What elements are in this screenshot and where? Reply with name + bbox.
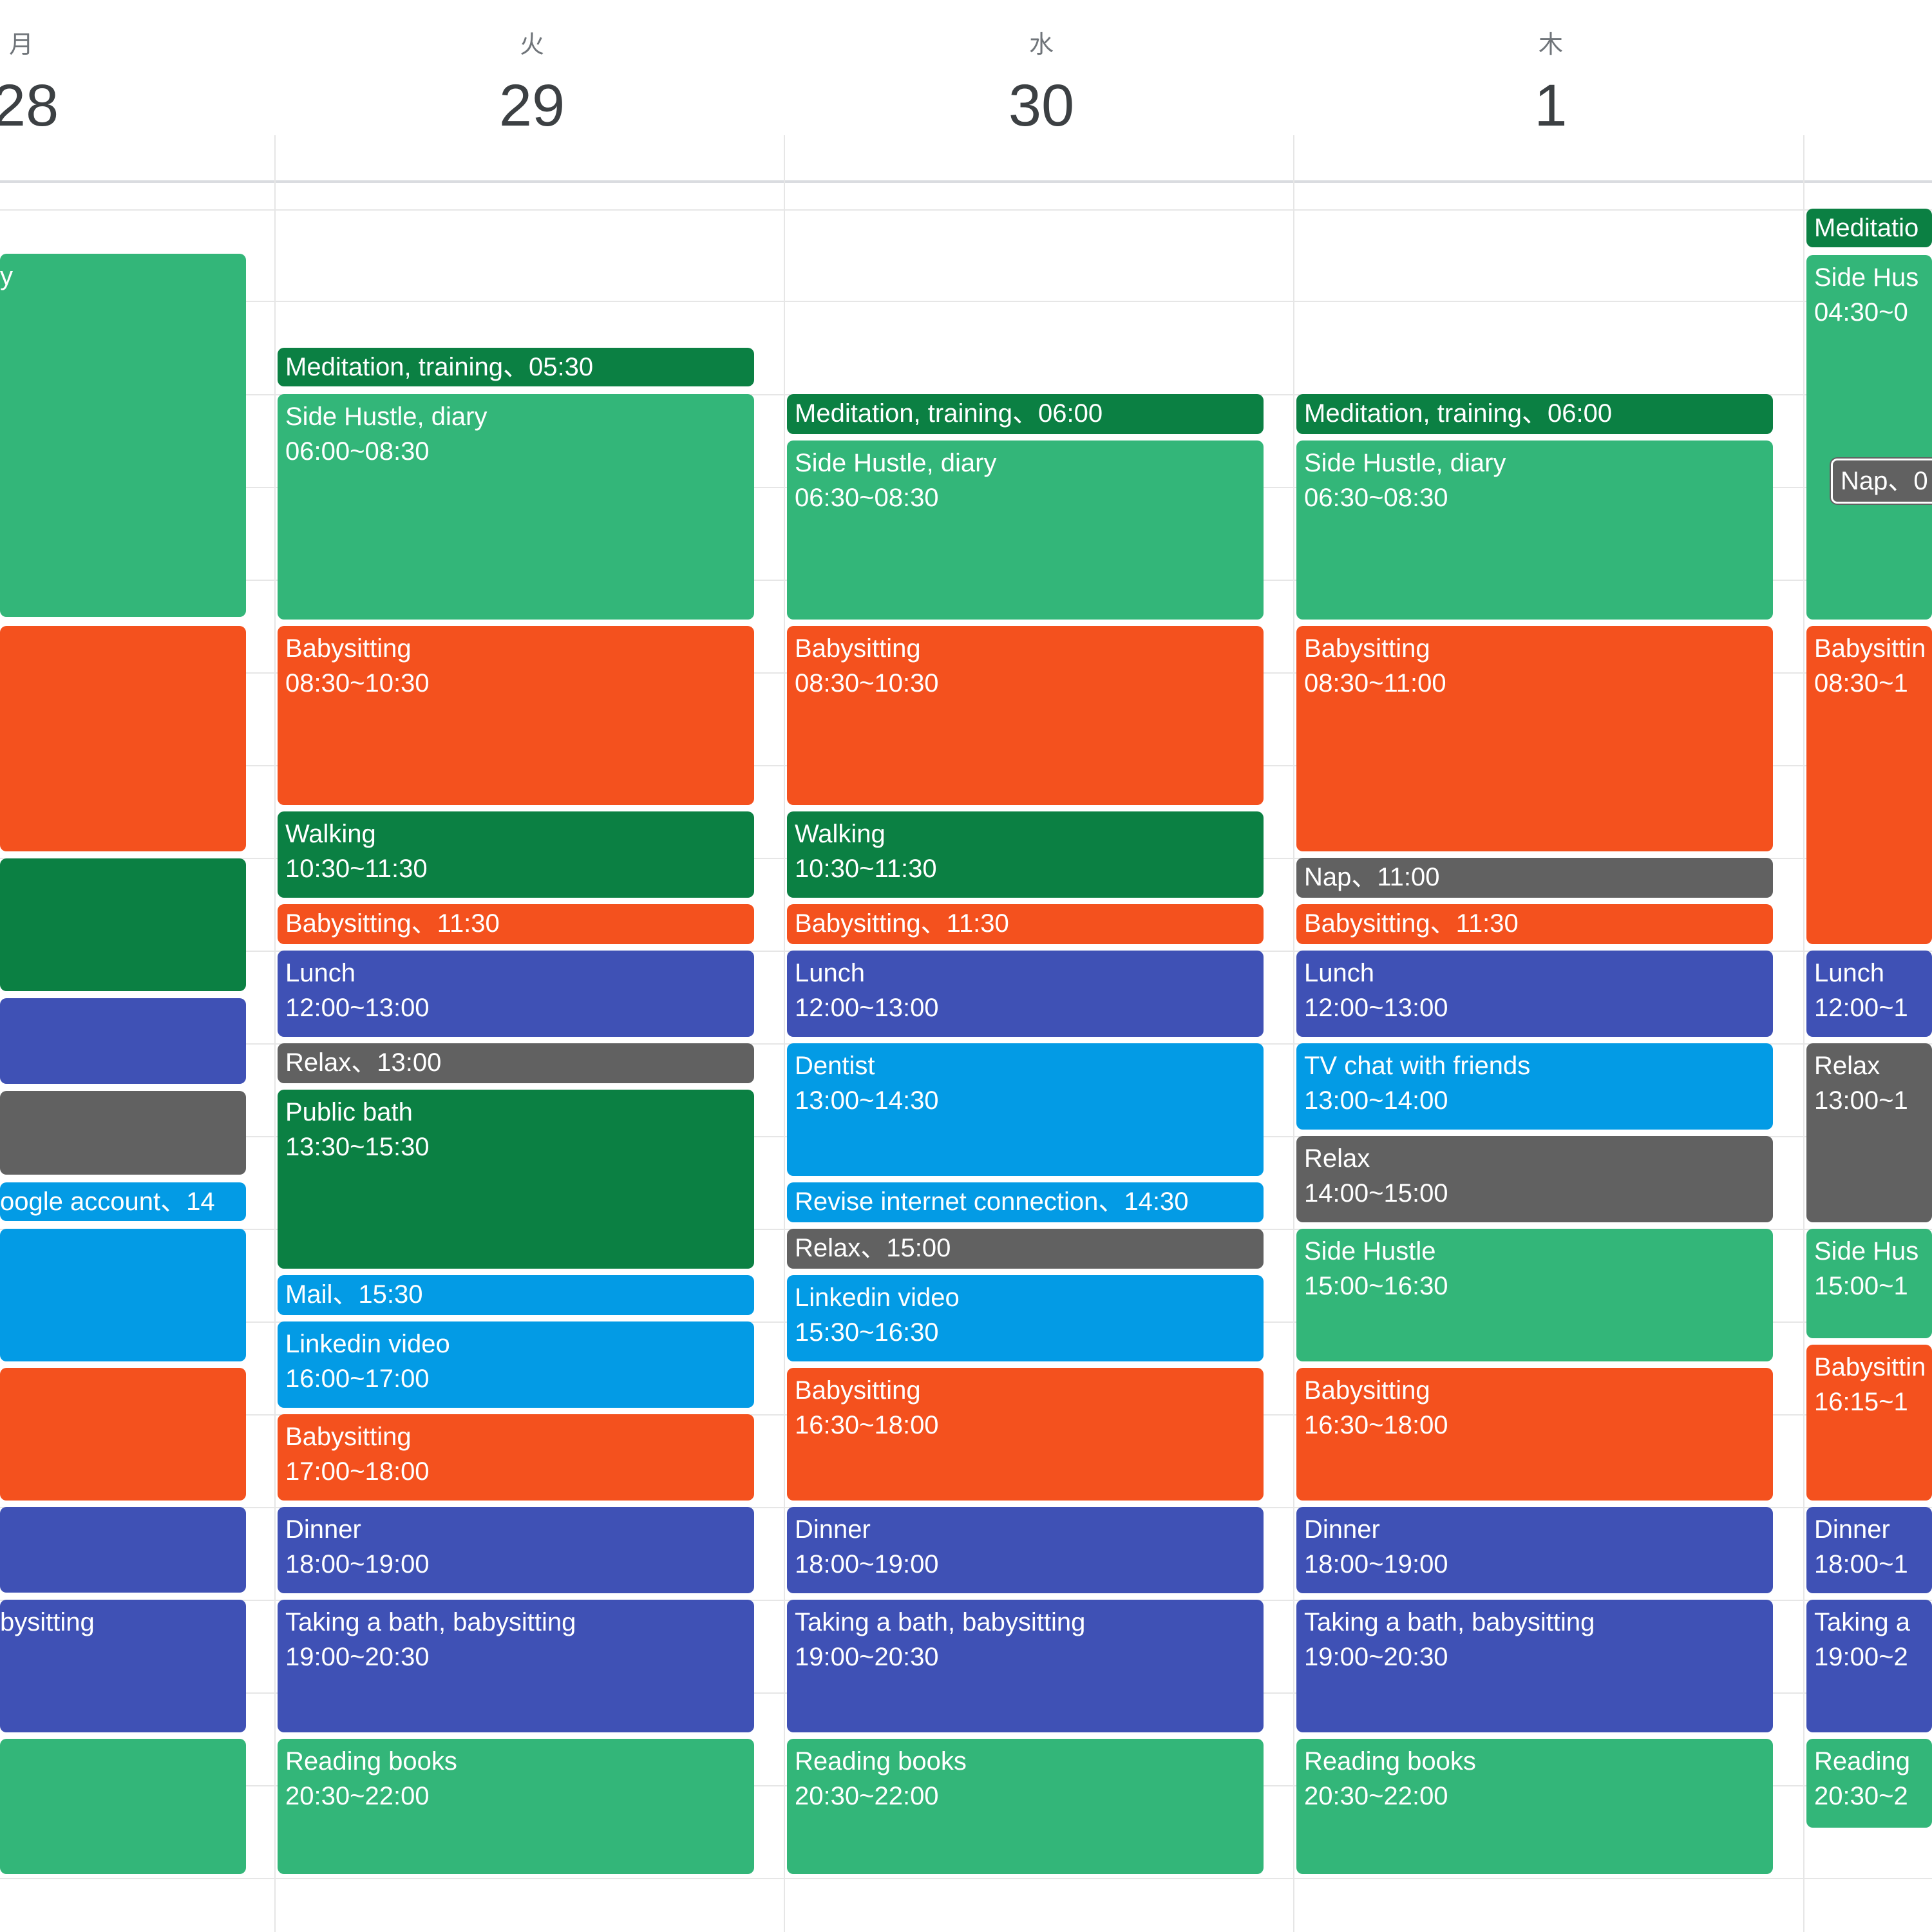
- calendar-event[interactable]: bysitting: [0, 1600, 246, 1732]
- calendar-event[interactable]: Babysitting、11:30: [278, 904, 754, 944]
- calendar-event[interactable]: Babysitting 16:30~18:00: [1296, 1368, 1773, 1501]
- calendar-event[interactable]: Taking a bath, babysitting 19:00~20:30: [787, 1600, 1264, 1732]
- calendar-event[interactable]: Nap、0: [1831, 459, 1932, 504]
- calendar-event[interactable]: Meditation, training、06:00: [1296, 394, 1773, 434]
- calendar-event[interactable]: Reading books 20:30~22:00: [787, 1739, 1264, 1874]
- calendar-event[interactable]: Relax、13:00: [278, 1043, 754, 1083]
- calendar-event[interactable]: Side Hustle, diary 06:30~08:30: [787, 440, 1264, 620]
- calendar-event[interactable]: [0, 1507, 246, 1593]
- calendar-event[interactable]: Lunch 12:00~13:00: [278, 951, 754, 1037]
- day-divider: [784, 135, 785, 1932]
- calendar-event[interactable]: Relax、15:00: [787, 1229, 1264, 1269]
- calendar-event[interactable]: oogle account、14: [0, 1182, 246, 1221]
- day-of-week-label: 水: [1028, 32, 1054, 59]
- calendar-event[interactable]: Side Hustle 15:00~16:30: [1296, 1229, 1773, 1361]
- calendar-event[interactable]: Side Hustle, diary 06:30~08:30: [1296, 440, 1773, 620]
- calendar-event[interactable]: Taking a bath, babysitting 19:00~20:30: [278, 1600, 754, 1732]
- calendar-event[interactable]: Reading 20:30~2: [1806, 1739, 1932, 1828]
- calendar-event[interactable]: y: [0, 254, 246, 617]
- calendar-event[interactable]: Lunch 12:00~13:00: [1296, 951, 1773, 1037]
- calendar-event[interactable]: Side Hus 15:00~1: [1806, 1229, 1932, 1338]
- calendar-event[interactable]: Taking a 19:00~2: [1806, 1600, 1932, 1732]
- date-number-button[interactable]: 1: [1534, 73, 1567, 138]
- hour-gridline: [0, 1878, 1932, 1879]
- calendar-event[interactable]: Babysitting 08:30~10:30: [787, 626, 1264, 805]
- calendar-event[interactable]: Public bath 13:30~15:30: [278, 1090, 754, 1269]
- week-header: 月 28 火 29 水 30 木 1: [0, 0, 1932, 138]
- calendar-event[interactable]: Walking 10:30~11:30: [278, 811, 754, 898]
- date-number-button[interactable]: 28: [0, 73, 59, 138]
- calendar-event[interactable]: Babysitting、11:30: [1296, 904, 1773, 944]
- calendar-event[interactable]: Meditation, training、05:30: [278, 348, 754, 386]
- header-divider: [0, 180, 1932, 183]
- calendar-event[interactable]: Linkedin video 15:30~16:30: [787, 1275, 1264, 1361]
- day-of-week-label: 木: [1538, 32, 1564, 59]
- calendar-event[interactable]: Meditatio: [1806, 209, 1932, 247]
- calendar-event[interactable]: Taking a bath, babysitting 19:00~20:30: [1296, 1600, 1773, 1732]
- day-of-week-label: 月: [8, 32, 34, 59]
- calendar-event[interactable]: Reading books 20:30~22:00: [1296, 1739, 1773, 1874]
- calendar-event[interactable]: [0, 998, 246, 1084]
- calendar-event[interactable]: [0, 1368, 246, 1501]
- calendar-event[interactable]: [0, 1739, 246, 1874]
- day-of-week-label: 火: [519, 32, 545, 59]
- calendar-event[interactable]: [0, 626, 246, 851]
- calendar-event[interactable]: Dinner 18:00~19:00: [278, 1507, 754, 1593]
- calendar-event[interactable]: Side Hus 04:30~0: [1806, 255, 1932, 620]
- calendar-event[interactable]: Dentist 13:00~14:30: [787, 1043, 1264, 1176]
- calendar-event[interactable]: Babysitting 16:30~18:00: [787, 1368, 1264, 1501]
- calendar-event[interactable]: Relax 13:00~1: [1806, 1043, 1932, 1222]
- calendar-event[interactable]: Dinner 18:00~1: [1806, 1507, 1932, 1593]
- calendar-event[interactable]: Babysittin 08:30~1: [1806, 626, 1932, 944]
- calendar-event[interactable]: Walking 10:30~11:30: [787, 811, 1264, 898]
- calendar-event[interactable]: Reading books 20:30~22:00: [278, 1739, 754, 1874]
- calendar-event[interactable]: Relax 14:00~15:00: [1296, 1136, 1773, 1222]
- calendar-event[interactable]: [0, 1091, 246, 1175]
- calendar-event[interactable]: Mail、15:30: [278, 1275, 754, 1315]
- date-number-button[interactable]: 29: [498, 73, 565, 138]
- calendar-event[interactable]: Linkedin video 16:00~17:00: [278, 1321, 754, 1408]
- calendar-event[interactable]: Nap、11:00: [1296, 858, 1773, 898]
- calendar-event[interactable]: Babysitting 08:30~10:30: [278, 626, 754, 805]
- calendar-event[interactable]: Babysitting 08:30~11:00: [1296, 626, 1773, 851]
- calendar-event[interactable]: [0, 858, 246, 991]
- calendar-event[interactable]: Babysittin 16:15~1: [1806, 1345, 1932, 1501]
- hour-gridline: [0, 209, 1932, 211]
- calendar-event[interactable]: Meditation, training、06:00: [787, 394, 1264, 434]
- calendar-event[interactable]: [0, 1229, 246, 1361]
- day-divider: [1293, 135, 1294, 1932]
- hour-gridline: [0, 301, 1932, 302]
- calendar-event[interactable]: Dinner 18:00~19:00: [1296, 1507, 1773, 1593]
- calendar-event[interactable]: Revise internet connection、14:30: [787, 1182, 1264, 1222]
- day-divider: [1803, 135, 1804, 1932]
- calendar-event[interactable]: TV chat with friends 13:00~14:00: [1296, 1043, 1773, 1130]
- day-divider: [274, 135, 276, 1932]
- calendar-event[interactable]: Babysitting 17:00~18:00: [278, 1414, 754, 1501]
- date-number-button[interactable]: 30: [1008, 73, 1075, 138]
- calendar-event[interactable]: Lunch 12:00~1: [1806, 951, 1932, 1037]
- calendar-event[interactable]: Lunch 12:00~13:00: [787, 951, 1264, 1037]
- calendar-event[interactable]: Side Hustle, diary 06:00~08:30: [278, 394, 754, 620]
- calendar-event[interactable]: Dinner 18:00~19:00: [787, 1507, 1264, 1593]
- calendar-event[interactable]: Babysitting、11:30: [787, 904, 1264, 944]
